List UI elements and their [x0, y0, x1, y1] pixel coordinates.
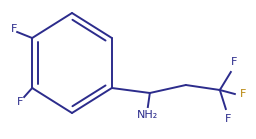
Text: F: F [11, 24, 17, 34]
Text: F: F [231, 57, 237, 67]
Text: F: F [17, 97, 23, 107]
Text: F: F [225, 114, 231, 124]
Text: NH₂: NH₂ [137, 110, 158, 120]
Text: F: F [240, 89, 246, 99]
